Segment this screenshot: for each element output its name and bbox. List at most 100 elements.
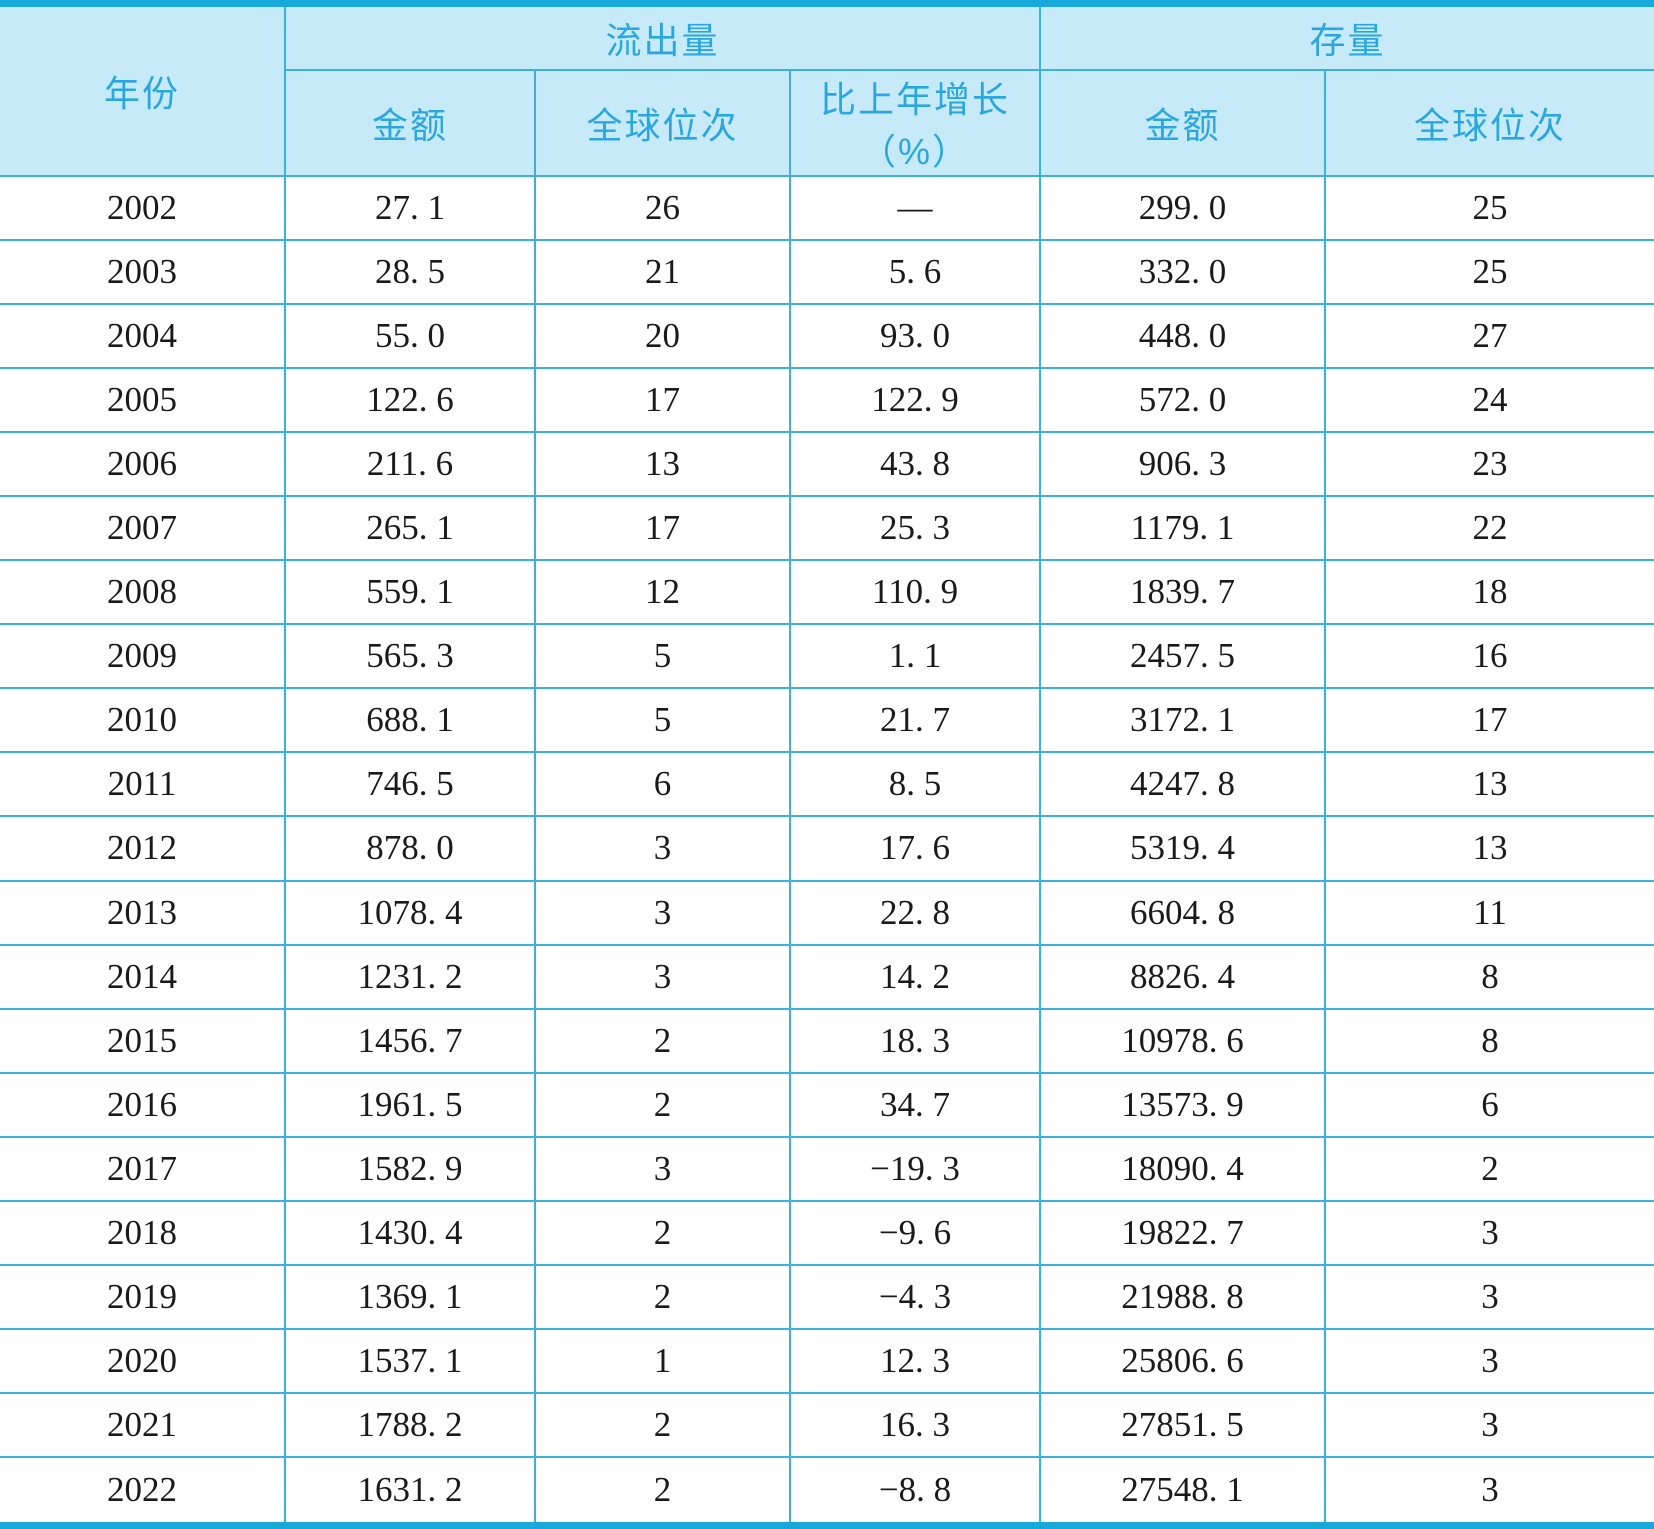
year-cell: 2019 (0, 1264, 286, 1331)
year-cell: 2004 (0, 302, 286, 369)
table-row: 2006 211. 6 13 43. 8 906. 3 23 (0, 430, 1654, 497)
outflow-amount-cell: 878. 0 (284, 815, 536, 882)
stock-rank-cell: 3 (1323, 1328, 1654, 1395)
outflow-rank-cell: 2 (534, 1392, 791, 1459)
outflow-rank-cell: 26 (534, 174, 791, 241)
header-group-row: 年份 流出量 存量 (0, 2, 1654, 177)
stock-amount-cell: 448. 0 (1039, 302, 1326, 369)
outflow-amount-cell: 1078. 4 (284, 879, 536, 946)
outflow-rank-cell: 17 (534, 494, 791, 562)
year-cell: 2020 (0, 1328, 286, 1395)
growth-cell: 16. 3 (789, 1392, 1041, 1459)
outflow-rank-cell: 2 (534, 1007, 791, 1074)
outflow-rank-cell: 17 (534, 366, 791, 433)
growth-cell: −4. 3 (789, 1264, 1041, 1331)
year-column-header: 年份 (0, 2, 286, 177)
stock-amount-cell: 906. 3 (1039, 430, 1326, 497)
growth-cell: 43. 8 (789, 430, 1041, 497)
outflow-amount-cell: 265. 1 (284, 494, 536, 562)
stock-amount-cell: 19822. 7 (1039, 1199, 1326, 1267)
year-cell: 2003 (0, 238, 286, 305)
outflow-amount-cell: 1631. 2 (284, 1456, 536, 1527)
outflow-rank-cell: 3 (534, 879, 791, 946)
stock-rank-cell: 22 (1323, 494, 1654, 562)
stock-amount-cell: 4247. 8 (1039, 751, 1326, 818)
outflow-amount-cell: 559. 1 (284, 559, 536, 626)
outflow-rank-cell: 2 (534, 1071, 791, 1138)
stock-amount-cell: 3172. 1 (1039, 687, 1326, 754)
outflow-amount-cell: 27. 1 (284, 174, 536, 241)
outflow-group-header: 流出量 (284, 2, 1041, 71)
growth-cell: 18. 3 (789, 1007, 1041, 1074)
stock-rank-cell: 3 (1323, 1392, 1654, 1459)
table-row: 2009 565. 3 5 1. 1 2457. 5 16 (0, 623, 1654, 690)
stock-rank-cell: 16 (1323, 623, 1654, 690)
outflow-rank-cell: 13 (534, 430, 791, 497)
outflow-amount-cell: 565. 3 (284, 623, 536, 690)
outflow-amount-header: 金额 (285, 68, 536, 177)
year-cell: 2007 (0, 494, 286, 562)
outflow-amount-cell: 28. 5 (284, 238, 536, 305)
growth-cell: 25. 3 (789, 494, 1041, 562)
table-row: 2007 265. 1 17 25. 3 1179. 1 22 (0, 494, 1654, 562)
year-cell: 2018 (0, 1199, 286, 1267)
outflow-amount-cell: 1456. 7 (284, 1007, 536, 1074)
outflow-amount-cell: 746. 5 (284, 751, 536, 818)
table-row: 2012 878. 0 3 17. 6 5319. 4 13 (0, 815, 1654, 882)
year-cell: 2009 (0, 623, 286, 690)
stock-amount-cell: 5319. 4 (1039, 815, 1326, 882)
growth-cell: — (789, 174, 1041, 241)
outflow-amount-cell: 1788. 2 (284, 1392, 536, 1459)
outflow-amount-cell: 1961. 5 (284, 1071, 536, 1138)
stock-amount-cell: 299. 0 (1039, 174, 1326, 241)
stock-rank-cell: 8 (1323, 1007, 1654, 1074)
outflow-amount-cell: 1582. 9 (284, 1135, 536, 1203)
outflow-amount-cell: 1430. 4 (284, 1199, 536, 1267)
year-cell: 2011 (0, 751, 286, 818)
stock-amount-cell: 8826. 4 (1039, 943, 1326, 1010)
table-row: 2002 27. 1 26—299. 0 25 (0, 174, 1654, 241)
stock-rank-cell: 18 (1323, 559, 1654, 626)
stock-rank-cell: 24 (1323, 366, 1654, 433)
stock-amount-cell: 2457. 5 (1039, 623, 1326, 690)
stock-amount-cell: 332. 0 (1039, 238, 1326, 305)
outflow-rank-cell: 2 (534, 1264, 791, 1331)
stock-rank-cell: 17 (1323, 687, 1654, 754)
outflow-rank-cell: 1 (534, 1328, 791, 1395)
stock-amount-header: 金额 (1039, 68, 1326, 177)
growth-cell: 21. 7 (789, 687, 1041, 754)
outflow-rank-cell: 3 (534, 1135, 791, 1203)
growth-cell: −8. 8 (789, 1456, 1041, 1527)
table-row: 2003 28. 5 21 5. 6 332. 0 25 (0, 238, 1654, 305)
outflow-amount-cell: 211. 6 (284, 430, 536, 497)
year-cell: 2013 (0, 879, 286, 946)
stock-rank-cell: 13 (1323, 815, 1654, 882)
outflow-rank-cell: 3 (534, 943, 791, 1010)
stock-amount-cell: 27851. 5 (1039, 1392, 1326, 1459)
table-header: 年份 流出量 存量 金额 全球位次 比上年增长（%） 金额 全球位次 (0, 2, 1654, 177)
outflow-rank-cell: 2 (534, 1199, 791, 1267)
table-row: 2011 746. 5 6 8. 5 4247. 8 13 (0, 751, 1654, 818)
stock-rank-cell: 25 (1323, 238, 1654, 305)
year-cell: 2012 (0, 815, 286, 882)
year-cell: 2006 (0, 430, 286, 497)
table-row: 2005 122. 6 17 122. 9 572. 0 24 (0, 366, 1654, 433)
year-cell: 2017 (0, 1135, 286, 1203)
growth-cell: 22. 8 (789, 879, 1041, 946)
table-body: 2002 27. 1 26—299. 0 25 2003 28. 5 21 5. 6 332. … (0, 174, 1654, 1527)
growth-cell: −19. 3 (789, 1135, 1041, 1203)
stock-rank-cell: 2 (1323, 1135, 1654, 1203)
header-sub-row: 金额 全球位次 比上年增长（%） 金额 全球位次 (0, 68, 1654, 177)
table-row: 2013 1078. 4 3 22. 8 6604. 8 11 (0, 879, 1654, 946)
stock-amount-cell: 27548. 1 (1039, 1456, 1326, 1527)
growth-cell: 93. 0 (789, 302, 1041, 369)
outflow-rank-cell: 5 (534, 623, 791, 690)
